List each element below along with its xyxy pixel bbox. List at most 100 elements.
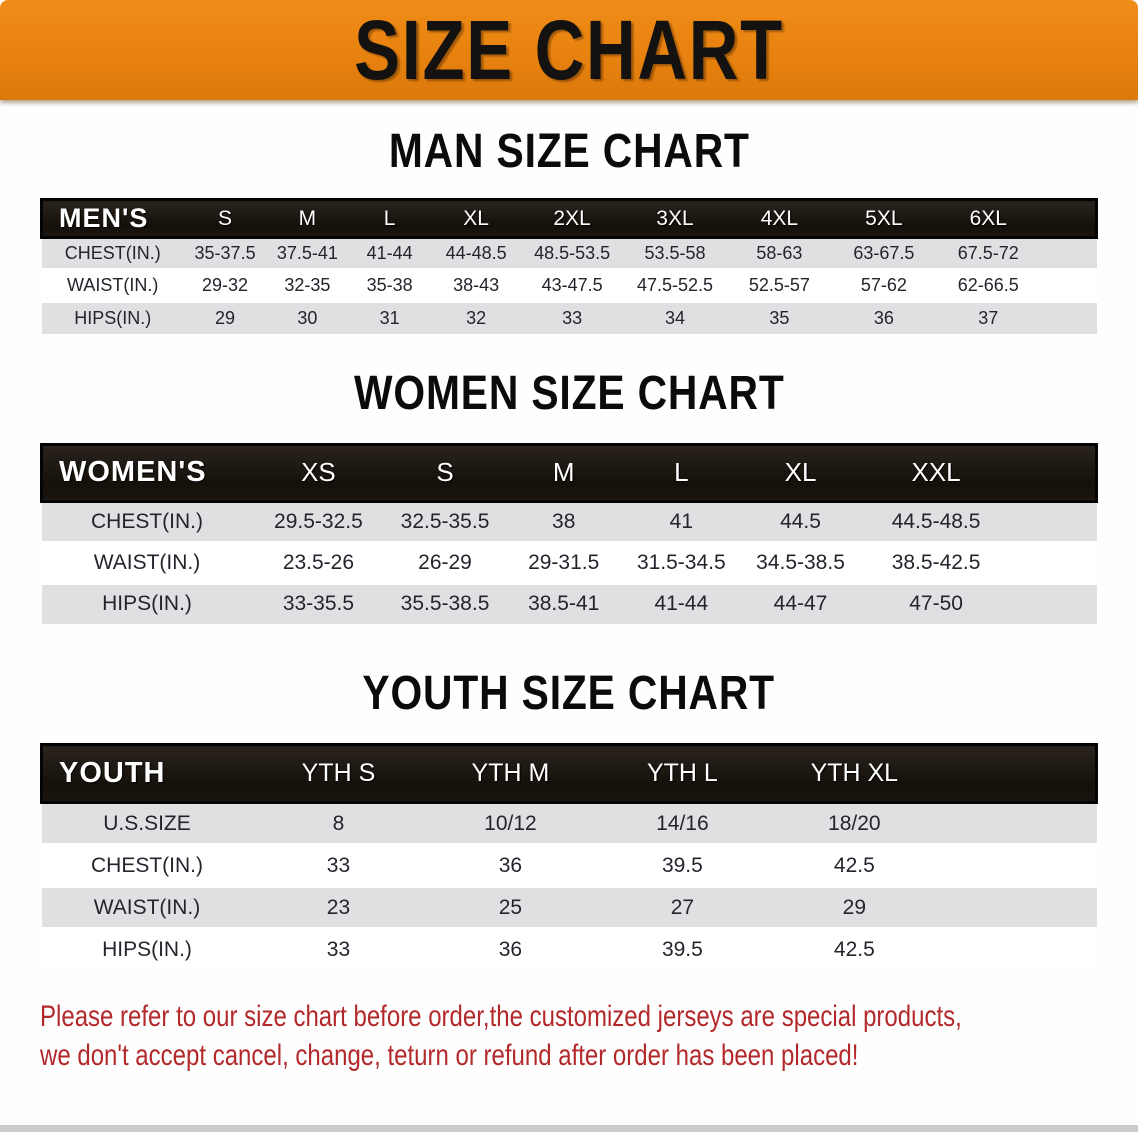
row-label: WAIST(IN.): [41, 269, 184, 302]
table-row: HIPS(IN.) 29 30 31 32 33 34 35 36 37: [41, 301, 1097, 334]
size-value: 63-67.5: [831, 237, 937, 270]
size-value: 29.5-32.5: [252, 501, 385, 542]
size-value: 25: [424, 886, 597, 929]
size-column-header: S: [384, 442, 506, 503]
section-youth: YOUTH SIZE CHART YOUTH YTH S YTH M YTH L YTH…: [0, 670, 1138, 971]
size-value: 8: [252, 802, 425, 845]
spacer-cell: [1012, 442, 1099, 503]
size-column-header: XL: [430, 198, 522, 239]
table-row: WAIST(IN.) 23.5-26 26-29 29-31.5 31.5-34.5 34…: [41, 542, 1097, 583]
spacer-cell: [1040, 237, 1097, 270]
size-value: 42.5: [768, 928, 941, 971]
size-value: 10/12: [424, 802, 597, 845]
page-title: SIZE CHART: [307, 8, 831, 92]
size-value: 26-29: [384, 542, 506, 583]
row-label: HIPS(IN.): [41, 583, 253, 624]
size-value: 33-35.5: [252, 583, 385, 624]
page-title-text: SIZE CHART: [354, 3, 784, 97]
size-value: 36: [831, 301, 937, 334]
size-value: 35.5-38.5: [384, 583, 506, 624]
spacer-cell: [1012, 501, 1097, 542]
youth-size-table: YOUTH YTH S YTH M YTH L YTH XL U.S.SIZE 8 10/12…: [40, 743, 1099, 971]
table-header-row: WOMEN'S XS S M L XL XXL: [40, 442, 1099, 503]
size-value: 32: [430, 301, 522, 334]
size-column-header: M: [505, 442, 622, 503]
size-value: 38-43: [430, 269, 522, 302]
size-value: 41-44: [348, 237, 431, 270]
size-column-header: YTH S: [252, 743, 425, 804]
table-row: U.S.SIZE 8 10/12 14/16 18/20: [41, 802, 1097, 845]
table-title: MEN'S: [39, 198, 184, 239]
size-value: 29-32: [183, 269, 267, 302]
spacer-cell: [1040, 301, 1097, 334]
size-column-header: 6XL: [936, 198, 1041, 239]
spacer-cell: [940, 844, 1097, 887]
table-row: HIPS(IN.) 33-35.5 35.5-38.5 38.5-41 41-44 44-…: [41, 583, 1097, 624]
spacer-cell: [1012, 583, 1097, 624]
size-value: 29: [768, 886, 941, 929]
section-heading-youth: YOUTH SIZE CHART: [362, 667, 776, 720]
size-column-header: 2XL: [521, 198, 623, 239]
size-value: 47.5-52.5: [622, 269, 728, 302]
row-label: U.S.SIZE: [41, 802, 253, 845]
mens-size-table: MEN'S S M L XL 2XL 3XL 4XL 5XL 6XL CHEST(IN.) 35-37…: [39, 198, 1098, 334]
size-value: 31: [348, 301, 431, 334]
size-value: 37.5-41: [266, 237, 349, 270]
size-value: 53.5-58: [622, 237, 728, 270]
spacer-cell: [1040, 269, 1097, 302]
bottom-strip: [0, 1125, 1138, 1132]
size-value: 34.5-38.5: [740, 542, 861, 583]
section-heading-women: WOMEN SIZE CHART: [353, 366, 785, 420]
size-column-header: YTH L: [596, 743, 769, 804]
size-value: 35-37.5: [183, 237, 267, 270]
size-value: 23: [252, 886, 425, 929]
size-value: 44.5-48.5: [860, 501, 1013, 542]
size-value: 57-62: [831, 269, 937, 302]
size-value: 39.5: [596, 928, 769, 971]
table-header-row: MEN'S S M L XL 2XL 3XL 4XL 5XL 6XL: [39, 198, 1098, 239]
size-value: 29: [183, 301, 267, 334]
size-column-header: 3XL: [622, 198, 728, 239]
size-value: 30: [266, 301, 349, 334]
size-column-header: XS: [252, 442, 385, 503]
table-row: HIPS(IN.) 33 36 39.5 42.5: [41, 928, 1097, 971]
size-value: 32-35: [266, 269, 349, 302]
disclaimer: Please refer to our size chart before or…: [40, 997, 1138, 1075]
size-value: 34: [622, 301, 728, 334]
size-value: 36: [424, 844, 597, 887]
size-value: 31.5-34.5: [621, 542, 741, 583]
spacer-cell: [940, 802, 1097, 845]
size-value: 67.5-72: [936, 237, 1041, 270]
table-title: WOMEN'S: [40, 442, 253, 503]
size-value: 48.5-53.5: [521, 237, 623, 270]
row-label: CHEST(IN.): [41, 501, 253, 542]
spacer-cell: [940, 886, 1097, 929]
table-row: CHEST(IN.) 33 36 39.5 42.5: [41, 844, 1097, 887]
size-value: 42.5: [768, 844, 941, 887]
section-heading-men: MAN SIZE CHART: [388, 125, 750, 178]
row-label: HIPS(IN.): [41, 928, 253, 971]
size-column-header: L: [348, 198, 431, 239]
size-chart-banner: SIZE CHART: [0, 0, 1138, 100]
table-row: WAIST(IN.) 29-32 32-35 35-38 38-43 43-47.5 47.…: [41, 269, 1097, 302]
size-value: 44.5: [740, 501, 861, 542]
row-label: CHEST(IN.): [41, 237, 184, 270]
size-value: 38: [505, 501, 622, 542]
size-value: 62-66.5: [936, 269, 1041, 302]
spacer-cell: [1012, 542, 1097, 583]
size-value: 29-31.5: [505, 542, 622, 583]
table-row: WAIST(IN.) 23 25 27 29: [41, 886, 1097, 929]
row-label: HIPS(IN.): [41, 301, 184, 334]
section-men: MAN SIZE CHART MEN'S S M L XL 2XL 3XL 4XL 5XL 6XL…: [0, 128, 1138, 334]
size-column-header: 4XL: [727, 198, 832, 239]
size-value: 14/16: [596, 802, 769, 845]
size-value: 27: [596, 886, 769, 929]
row-label: CHEST(IN.): [41, 844, 253, 887]
size-column-header: 5XL: [831, 198, 937, 239]
size-value: 44-47: [740, 583, 861, 624]
size-column-header: YTH XL: [768, 743, 941, 804]
disclaimer-line-2: we don't accept cancel, change, teturn o…: [40, 1038, 859, 1072]
size-value: 33: [252, 928, 425, 971]
size-value: 35-38: [348, 269, 431, 302]
size-value: 43-47.5: [521, 269, 623, 302]
